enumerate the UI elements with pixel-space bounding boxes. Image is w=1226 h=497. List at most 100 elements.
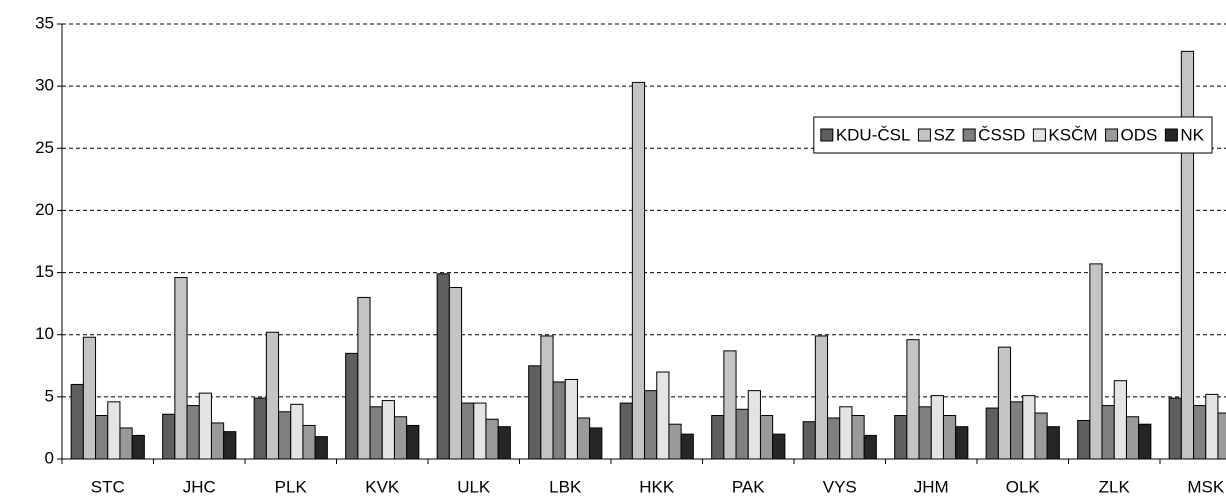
bar: [357, 296, 371, 460]
y-tick-label: 15: [35, 262, 54, 281]
bar: [381, 400, 395, 460]
bar: [1046, 426, 1060, 460]
bar: [107, 401, 121, 460]
x-tick-label: ULK: [457, 477, 491, 496]
bar: [814, 335, 829, 460]
x-tick-label: PAK: [732, 477, 765, 496]
bar: [576, 417, 591, 460]
legend-swatch: [1164, 128, 1178, 142]
bar: [314, 436, 328, 460]
bar: [473, 402, 487, 460]
x-tick-label: LBK: [549, 477, 582, 496]
bar: [839, 406, 853, 460]
bar: [70, 383, 84, 460]
bar: [1113, 380, 1127, 460]
legend-swatch: [1032, 128, 1046, 142]
bar: [1217, 412, 1226, 460]
bar: [1077, 419, 1091, 460]
x-tick-label: VYS: [823, 477, 857, 496]
x-tick-label: JHC: [183, 477, 216, 496]
bar: [802, 421, 816, 460]
bar: [119, 427, 133, 460]
bar: [735, 408, 749, 460]
legend: KDU-ČSL SZ ČSSD KSČM ODS NK: [813, 116, 1213, 154]
y-tick-label: 20: [35, 200, 54, 219]
bar: [1010, 401, 1024, 460]
bar: [290, 403, 304, 460]
bar: [723, 350, 737, 460]
bar: [528, 365, 542, 460]
bar: [997, 346, 1012, 460]
bar: [1034, 412, 1048, 460]
bar: [210, 422, 225, 460]
bar: [1168, 397, 1182, 460]
bar: [1180, 50, 1195, 460]
y-tick-label: 10: [35, 324, 54, 343]
bar: [497, 426, 511, 460]
bar: [631, 81, 646, 460]
legend-swatch: [1105, 128, 1119, 142]
bar: [223, 431, 237, 460]
bar: [985, 407, 999, 460]
x-tick-label: PLK: [275, 477, 308, 496]
bar: [772, 433, 786, 460]
x-tick-label: KVK: [365, 477, 400, 496]
legend-swatch: [962, 128, 976, 142]
bar: [906, 339, 920, 460]
legend-swatch: [820, 128, 834, 142]
bar: [198, 392, 212, 460]
bar: [393, 416, 408, 460]
legend-box: [813, 116, 1213, 154]
bar: [851, 415, 865, 460]
x-tick-label: JHM: [914, 477, 949, 496]
bar: [186, 405, 200, 460]
legend-label: KDU-ČSL: [836, 125, 911, 144]
bar: [278, 411, 292, 460]
bar: [711, 415, 725, 460]
bar: [1089, 263, 1103, 460]
bar: [406, 424, 420, 460]
bar: [95, 415, 109, 460]
bar: [1101, 405, 1115, 460]
bar: [1125, 416, 1140, 460]
bar: [302, 424, 316, 460]
bar: [1022, 395, 1036, 460]
bar: [265, 331, 280, 460]
bar: [369, 406, 383, 460]
bar: [827, 417, 841, 460]
bar: [668, 423, 682, 460]
bar: [955, 426, 969, 460]
bar: [436, 273, 450, 460]
bar: [131, 434, 145, 460]
bar: [448, 286, 463, 460]
bar: [863, 434, 877, 460]
y-tick-label: 35: [35, 13, 54, 32]
bar: [589, 427, 603, 460]
y-tick-label: 5: [45, 386, 54, 405]
legend-label: KSČM: [1048, 125, 1097, 144]
legend-label: ODS: [1121, 125, 1158, 144]
bar: [930, 395, 944, 460]
bar: [894, 415, 908, 460]
bar: [174, 277, 188, 460]
bar: [485, 418, 499, 460]
bar: [345, 352, 359, 460]
y-tick-label: 0: [45, 448, 54, 467]
legend-label: SZ: [933, 125, 955, 144]
bar: [656, 371, 670, 460]
bar: [759, 415, 774, 460]
bar: [942, 415, 957, 460]
bar: [540, 335, 554, 460]
bar: [162, 413, 176, 460]
bar: [552, 381, 566, 460]
bar: [644, 390, 658, 460]
x-tick-label: MSK: [1187, 477, 1225, 496]
x-tick-label: ZLK: [1099, 477, 1131, 496]
bar: [747, 390, 761, 460]
y-tick-label: 30: [35, 76, 54, 95]
bar: [1193, 405, 1207, 460]
x-tick-label: HKK: [639, 477, 675, 496]
bar: [680, 433, 694, 460]
